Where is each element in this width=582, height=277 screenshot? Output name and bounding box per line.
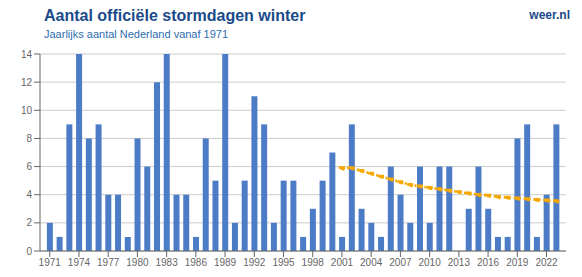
svg-text:1977: 1977 [97, 257, 120, 268]
svg-text:14: 14 [21, 49, 33, 60]
svg-text:1995: 1995 [272, 257, 295, 268]
svg-text:1974: 1974 [68, 257, 91, 268]
svg-text:2019: 2019 [506, 257, 529, 268]
svg-text:4: 4 [26, 189, 32, 200]
svg-text:8: 8 [26, 133, 32, 144]
svg-text:2016: 2016 [477, 257, 500, 268]
html-text:weer.nl: weer.nl [529, 8, 570, 22]
svg-text:1971: 1971 [39, 257, 62, 268]
svg-text:1998: 1998 [302, 257, 325, 268]
svg-text:2010: 2010 [419, 257, 442, 268]
svg-text:1986: 1986 [185, 257, 208, 268]
svg-text:1983: 1983 [156, 257, 179, 268]
svg-text:2022: 2022 [535, 257, 558, 268]
svg-text:10: 10 [21, 105, 33, 116]
svg-text:2007: 2007 [389, 257, 412, 268]
svg-text:2013: 2013 [448, 257, 471, 268]
svg-text:1989: 1989 [214, 257, 237, 268]
svg-text:2: 2 [26, 217, 32, 228]
svg-text:2001: 2001 [331, 257, 354, 268]
html-text:Aantal officiële stormdagen wi: Aantal officiële stormdagen winter [44, 7, 306, 24]
svg-text:1980: 1980 [126, 257, 149, 268]
svg-text:0: 0 [26, 246, 32, 257]
html-text:Jaarlijks aantal Nederland van: Jaarlijks aantal Nederland vanaf 1971 [44, 28, 229, 40]
svg-text:1992: 1992 [243, 257, 266, 268]
svg-text:6: 6 [26, 161, 32, 172]
svg-text:2004: 2004 [360, 257, 383, 268]
svg-text:12: 12 [21, 77, 33, 88]
